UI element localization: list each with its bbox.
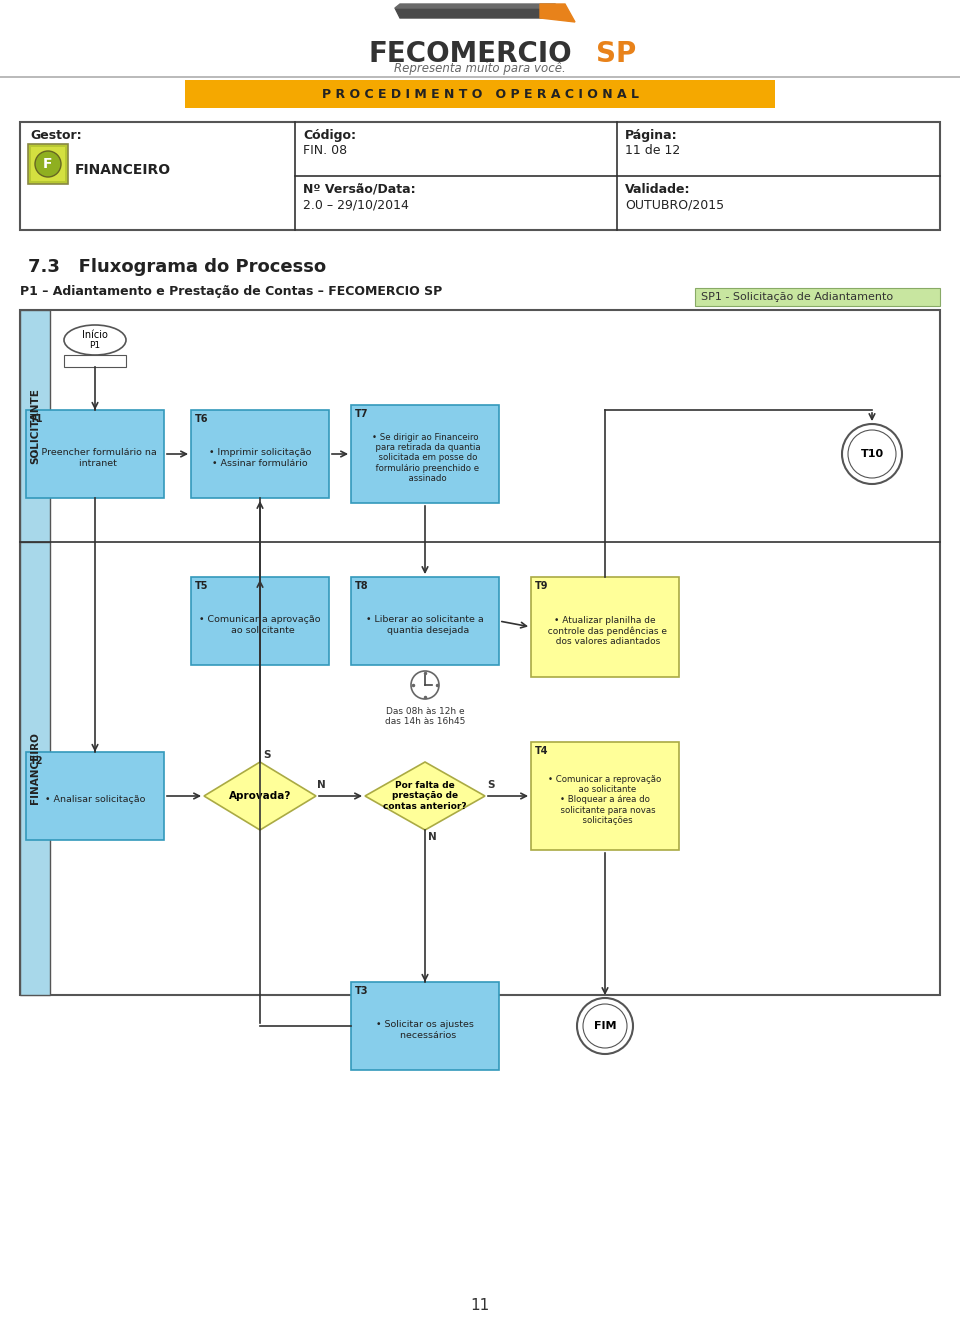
Text: • Liberar ao solicitante a
  quantia desejada: • Liberar ao solicitante a quantia desej… [366,616,484,634]
FancyBboxPatch shape [531,577,679,676]
Text: F: F [43,157,53,170]
Text: T2: T2 [30,756,43,766]
Circle shape [35,151,61,177]
FancyBboxPatch shape [28,144,68,184]
Text: 2.0 – 29/10/2014: 2.0 – 29/10/2014 [303,198,409,211]
FancyBboxPatch shape [0,77,960,78]
Polygon shape [365,762,485,830]
Text: N: N [428,832,437,841]
Text: Representa muito para você.: Representa muito para você. [395,62,565,75]
Text: • Solicitar os ajustes
  necessários: • Solicitar os ajustes necessários [376,1020,474,1040]
Text: SOLICITANTE: SOLICITANTE [30,388,40,464]
Text: OUTUBRO/2015: OUTUBRO/2015 [625,198,724,211]
Circle shape [411,671,439,699]
FancyBboxPatch shape [31,147,65,181]
Text: 11: 11 [470,1297,490,1313]
Text: T9: T9 [535,581,548,590]
Text: T8: T8 [355,581,369,590]
Text: • Comunicar a reprovação
  ao solicitante
• Bloquear a área do
  solicitante par: • Comunicar a reprovação ao solicitante … [548,774,661,826]
Circle shape [842,424,902,483]
Text: FINANCEIRO: FINANCEIRO [30,733,40,804]
Text: S: S [263,750,271,760]
FancyBboxPatch shape [531,742,679,849]
Text: • Comunicar a aprovação
  ao solicitante: • Comunicar a aprovação ao solicitante [200,616,321,634]
Text: T5: T5 [195,581,208,590]
Text: Por falta de
prestação de
contas anterior?: Por falta de prestação de contas anterio… [383,781,467,811]
Text: Aprovada?: Aprovada? [228,791,291,801]
Polygon shape [395,8,560,18]
FancyBboxPatch shape [26,410,164,498]
Text: SP: SP [596,40,636,67]
Text: Início: Início [82,330,108,339]
Text: 7.3   Fluxograma do Processo: 7.3 Fluxograma do Processo [28,258,326,276]
Text: T10: T10 [860,449,883,458]
Circle shape [848,431,896,478]
Text: Nº Versão/Data:: Nº Versão/Data: [303,184,416,196]
Text: Gestor:: Gestor: [30,129,82,141]
Text: • Atualizar planilha de
  controle das pendências e
  dos valores adiantados: • Atualizar planilha de controle das pen… [542,616,667,646]
Text: SP1 - Solicitação de Adiantamento: SP1 - Solicitação de Adiantamento [701,292,893,303]
Text: Validade:: Validade: [625,184,690,196]
Text: Página:: Página: [625,129,678,141]
Text: P1: P1 [89,342,101,350]
FancyBboxPatch shape [185,81,775,108]
Text: • Imprimir solicitação
• Assinar formulário: • Imprimir solicitação • Assinar formulá… [209,448,311,468]
Text: FECOMERCIO: FECOMERCIO [369,40,572,67]
FancyBboxPatch shape [351,982,499,1070]
Text: P1 – Adiantamento e Prestação de Contas – FECOMERCIO SP: P1 – Adiantamento e Prestação de Contas … [20,285,443,299]
Polygon shape [395,4,560,8]
Ellipse shape [64,325,126,355]
Text: • Preencher formulário na
  intranet: • Preencher formulário na intranet [34,448,156,468]
Text: • Se dirigir ao Financeiro
  para retirada da quantia
  solicitada em posse do
 : • Se dirigir ao Financeiro para retirada… [370,433,480,483]
FancyBboxPatch shape [20,122,940,230]
Circle shape [583,1004,627,1048]
Polygon shape [204,762,316,830]
Text: T3: T3 [355,985,369,996]
Text: S: S [487,779,494,790]
Text: FIN. 08: FIN. 08 [303,144,348,157]
Text: 11 de 12: 11 de 12 [625,144,681,157]
FancyBboxPatch shape [20,542,50,995]
FancyBboxPatch shape [351,577,499,664]
Text: Das 08h às 12h e
das 14h às 16h45: Das 08h às 12h e das 14h às 16h45 [385,707,466,727]
Text: FIM: FIM [593,1021,616,1030]
FancyBboxPatch shape [191,410,329,498]
FancyBboxPatch shape [351,406,499,503]
Circle shape [577,997,633,1054]
FancyBboxPatch shape [26,752,164,840]
Text: T7: T7 [355,410,369,419]
Text: T4: T4 [535,746,548,756]
Text: Código:: Código: [303,129,356,141]
FancyBboxPatch shape [20,310,940,995]
Polygon shape [540,4,575,22]
FancyBboxPatch shape [695,288,940,306]
FancyBboxPatch shape [20,310,50,542]
Text: • Analisar solicitação: • Analisar solicitação [45,795,145,804]
Text: FINANCEIRO: FINANCEIRO [75,162,171,177]
Text: T6: T6 [195,413,208,424]
Text: T1: T1 [30,413,43,424]
FancyBboxPatch shape [191,577,329,664]
Text: P R O C E D I M E N T O   O P E R A C I O N A L: P R O C E D I M E N T O O P E R A C I O … [322,87,638,100]
Text: N: N [317,779,325,790]
FancyBboxPatch shape [64,355,126,367]
